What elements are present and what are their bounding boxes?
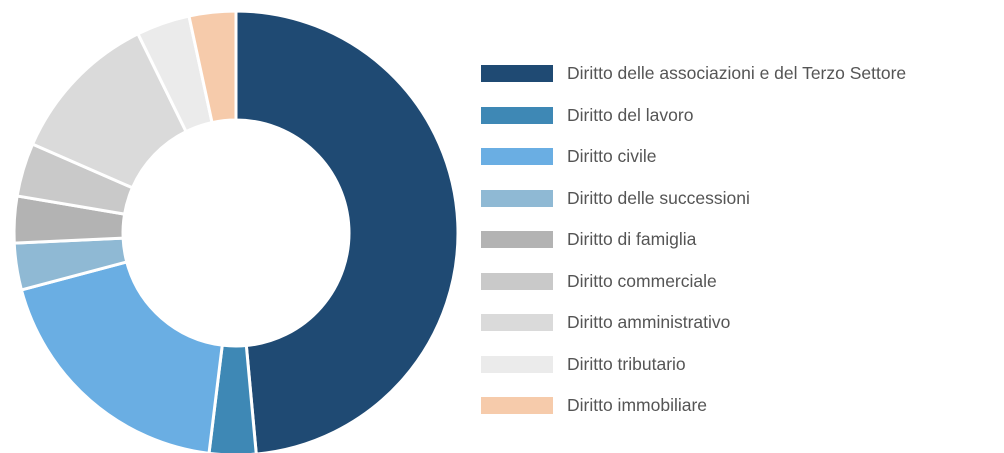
legend-label: Diritto delle associazioni e del Terzo S… xyxy=(567,63,907,84)
legend-swatch xyxy=(481,355,553,373)
legend-item: Diritto civile xyxy=(481,136,906,178)
legend-swatch xyxy=(481,231,553,249)
legend-item: Diritto delle successioni xyxy=(481,178,906,220)
legend-label: Diritto amministrativo xyxy=(567,312,731,333)
legend-item: Diritto amministrativo xyxy=(481,302,906,344)
legend-label: Diritto del lavoro xyxy=(567,104,694,125)
legend-item: Diritto del lavoro xyxy=(481,95,906,137)
legend-label: Diritto civile xyxy=(567,146,657,167)
legend-swatch xyxy=(481,148,553,166)
legend-label: Diritto commerciale xyxy=(567,270,717,291)
legend-swatch xyxy=(481,65,553,83)
legend-item: Diritto delle associazioni e del Terzo S… xyxy=(481,53,906,95)
legend-item: Diritto di famiglia xyxy=(481,219,906,261)
legend-label: Diritto delle successioni xyxy=(567,187,750,208)
legend-item: Diritto immobiliare xyxy=(481,385,906,427)
legend-swatch xyxy=(481,106,553,124)
donut-plot xyxy=(12,9,460,453)
legend-swatch xyxy=(481,189,553,207)
donut-slice xyxy=(234,9,460,453)
donut-slice xyxy=(187,9,238,125)
donut-slice xyxy=(19,260,224,453)
legend-swatch xyxy=(481,272,553,290)
legend-label: Diritto immobiliare xyxy=(567,395,708,416)
legend-label: Diritto di famiglia xyxy=(567,229,697,250)
legend-item: Diritto tributario xyxy=(481,344,906,386)
legend-swatch xyxy=(481,314,553,332)
chart-legend: Diritto delle associazioni e del Terzo S… xyxy=(481,53,906,427)
legend-label: Diritto tributario xyxy=(567,353,686,374)
legend-swatch xyxy=(481,397,553,415)
legend-item: Diritto commerciale xyxy=(481,261,906,303)
